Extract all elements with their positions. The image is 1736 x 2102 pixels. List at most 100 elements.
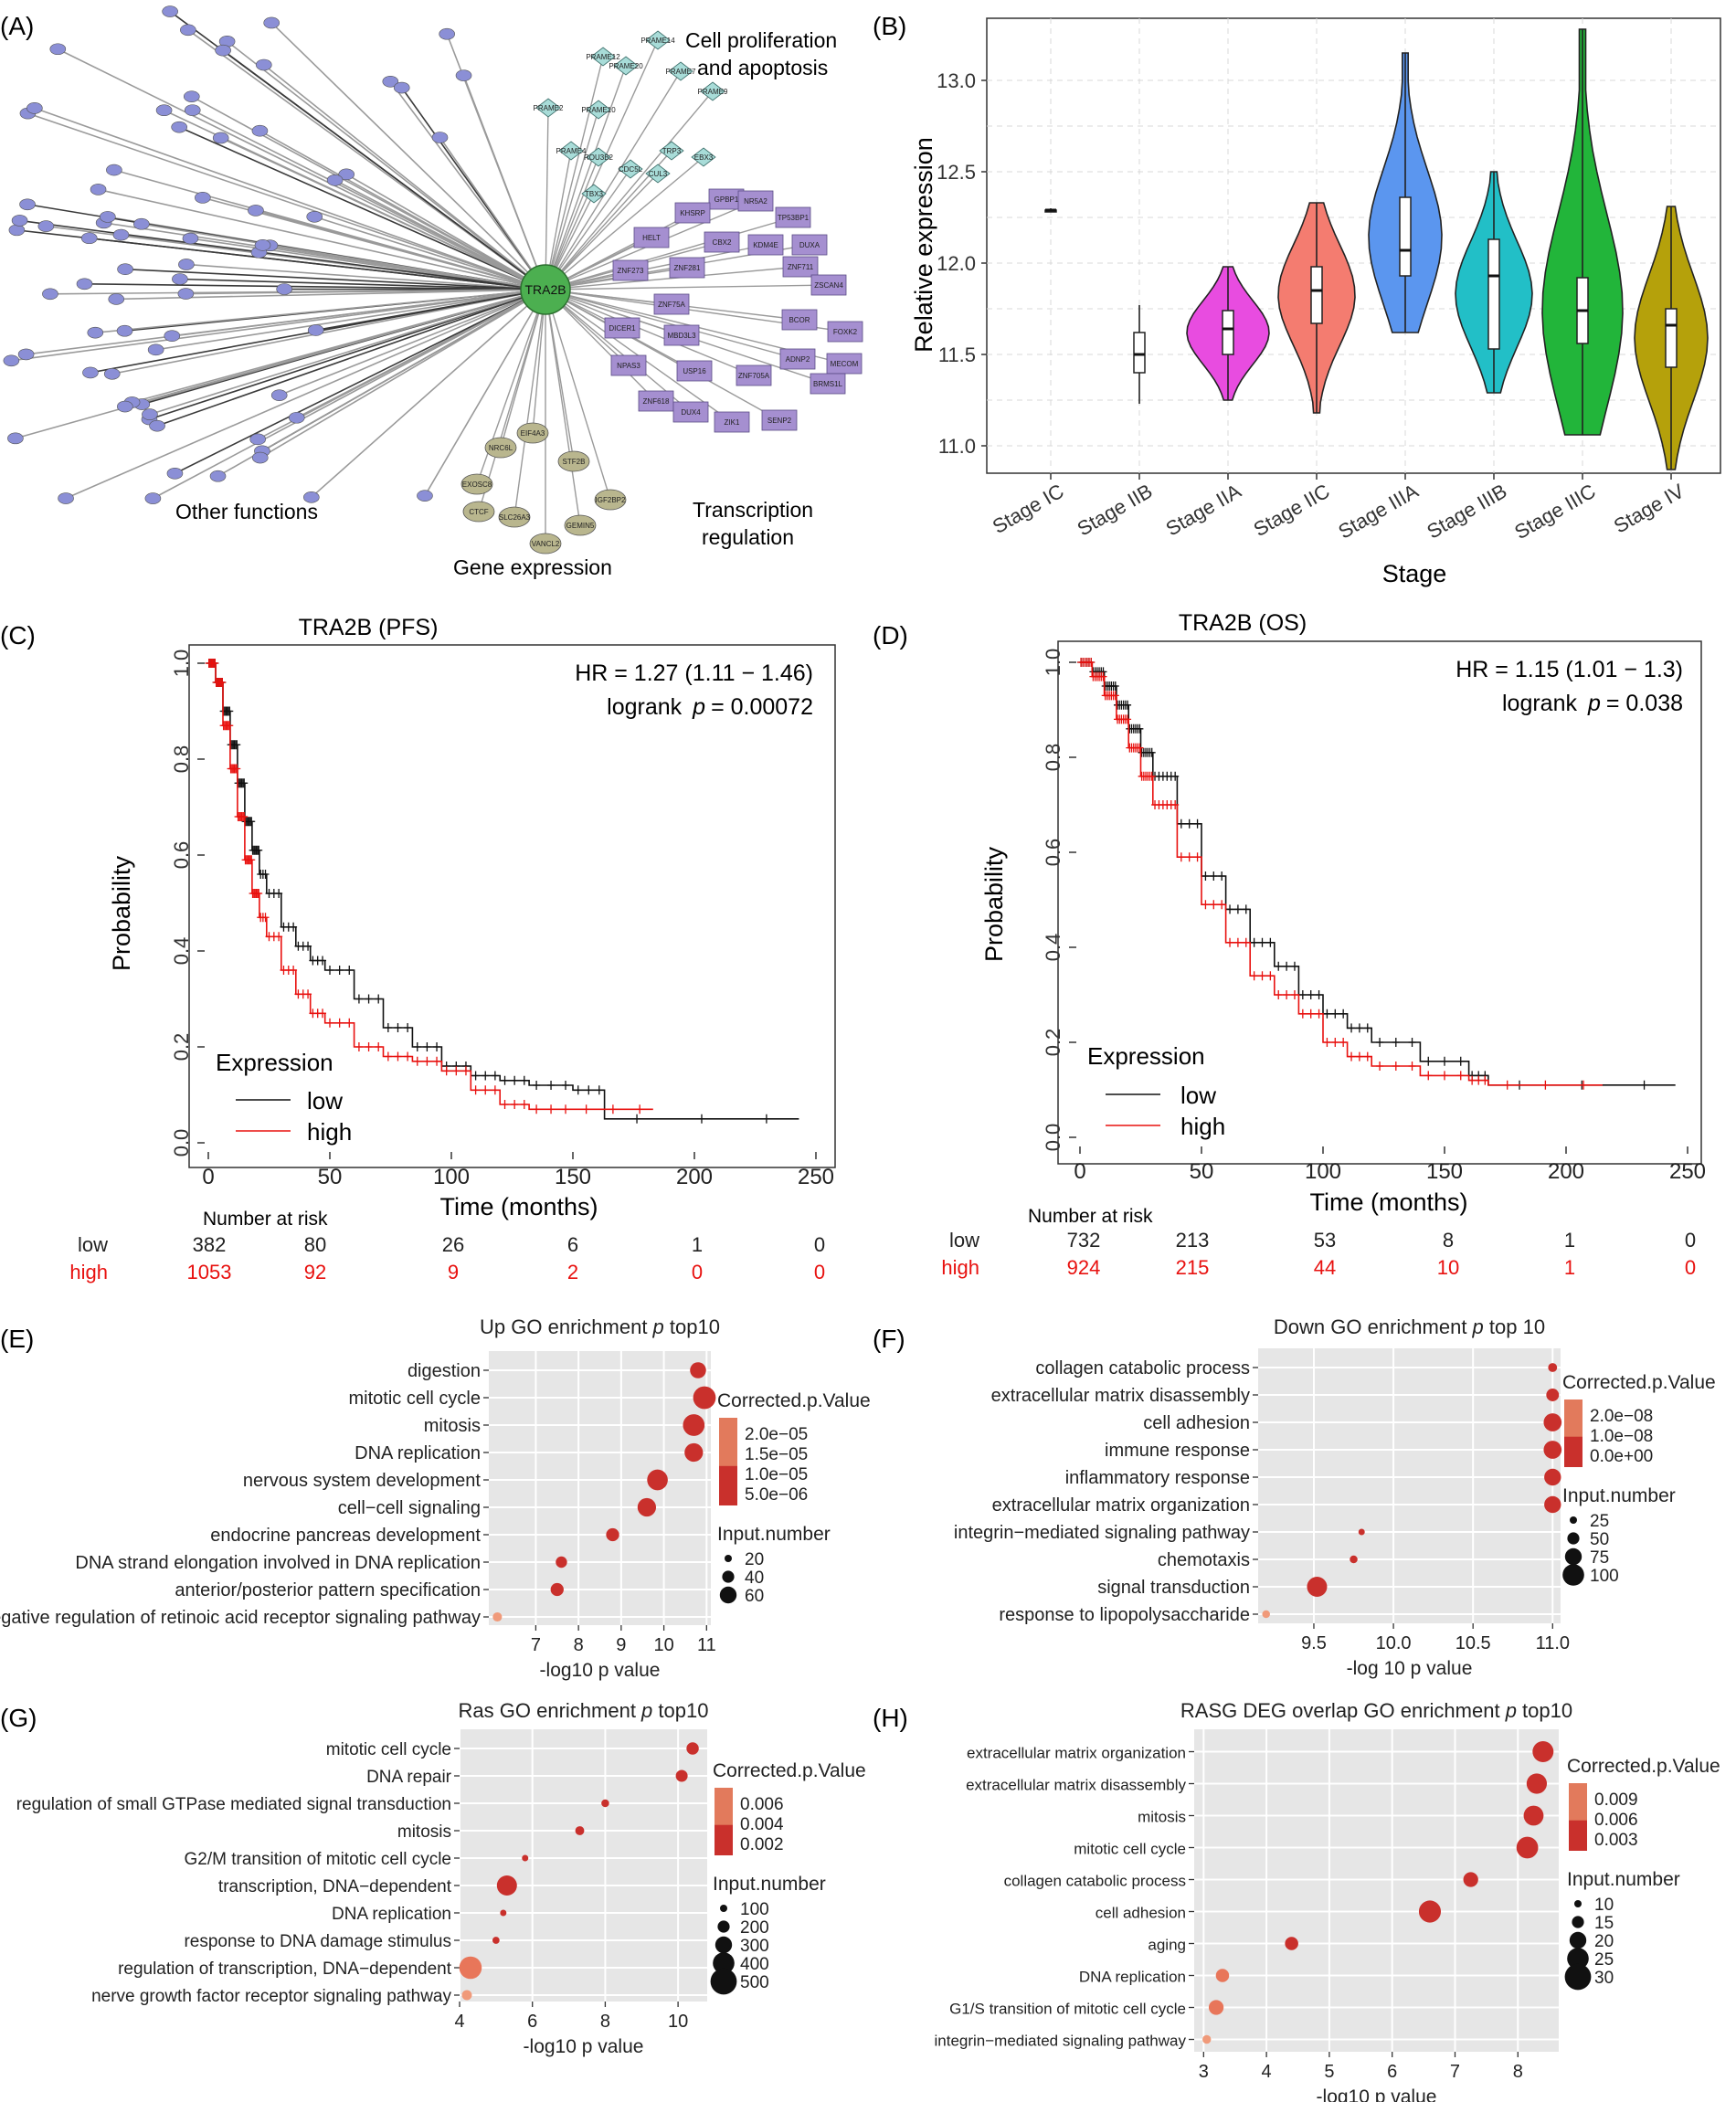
km-y-tick-label: 1.0 [170, 650, 193, 678]
group-label-transcription-1: Transcription [693, 498, 813, 522]
km-d-logrank-line: logrank p = 0.038 [1502, 691, 1683, 716]
km-risk-value: 26 [442, 1233, 464, 1256]
km-censor-mark [1348, 1023, 1356, 1033]
other-function-node [338, 168, 355, 181]
km-censor-mark [404, 1023, 412, 1032]
network-edge [545, 266, 801, 290]
km-censor-mark [1298, 990, 1307, 999]
network-edge [27, 112, 546, 290]
km-risk-row-label: high [941, 1256, 979, 1279]
transcription-node [612, 259, 649, 281]
go-color-legend-bar-dark [1564, 1436, 1583, 1467]
network-edge [545, 289, 755, 376]
km-c-risk-title: Number at risk [203, 1209, 328, 1230]
other-function-node [172, 273, 188, 285]
transcription-node [676, 360, 713, 382]
km-censor-mark [1242, 904, 1250, 914]
violin-marks [1044, 28, 1709, 470]
gene-expression-node [460, 473, 493, 495]
go-size-legend-dot [1562, 1564, 1584, 1586]
transcription-node [638, 390, 674, 412]
go-color-legend-title: Corrected.p.Value [713, 1760, 866, 1781]
other-function-node [112, 228, 130, 241]
go-plot-area [1194, 1729, 1559, 2052]
km-d-logrank-label: logrank [1502, 691, 1577, 716]
go-term-label: DNA strand elongation involved in DNA re… [75, 1553, 481, 1573]
other-function-node [17, 348, 35, 361]
network-edge [545, 107, 549, 290]
transcription-node-label: ZSCAN4 [814, 281, 843, 290]
prolif-node [558, 141, 584, 161]
prolif-node [581, 184, 607, 204]
km-censor-mark [248, 855, 256, 865]
other-function-node [26, 102, 43, 114]
go-title-text: Up GO enrichment [480, 1315, 653, 1338]
transcription-node-label: BCOR [789, 316, 810, 324]
km-risk-value: 9 [448, 1261, 459, 1283]
network-edge [545, 289, 611, 501]
network-edge [190, 238, 546, 290]
network-edge [478, 289, 546, 512]
km-censor-mark [452, 1066, 460, 1076]
km-risk-value: 6 [567, 1233, 578, 1256]
km-censor-mark [1456, 1071, 1465, 1081]
other-function-node [251, 124, 269, 137]
go-term-label: integrin−mediated signaling pathway [954, 1523, 1250, 1543]
km-y-tick-label: 0.6 [170, 841, 193, 870]
km-censor-mark [1275, 990, 1283, 999]
prolif-node-label: TBX3 [585, 190, 604, 198]
km-censor-mark [1392, 1062, 1400, 1071]
go-plot-area [1258, 1348, 1561, 1623]
go-x-tick-label: 7 [531, 1635, 541, 1655]
go-term-label: inflammatory response [1065, 1468, 1250, 1488]
transcription-node [791, 234, 828, 256]
km-censor-mark [1210, 871, 1218, 881]
group-label-transcription-2: regulation [702, 525, 794, 549]
violin-y-tick-label: 12.5 [937, 161, 976, 184]
panel-h-go-rasg-deg: (H) 3 4 5 6 7 8 extracellular matrix organizat… [873, 1699, 1720, 2102]
go-dot [693, 1386, 716, 1410]
violin-box [1310, 266, 1323, 324]
gene-expression-node [564, 514, 597, 536]
km-x-tick-label: 250 [1669, 1159, 1706, 1184]
km-censor-mark [595, 1085, 603, 1095]
go-dot [1418, 1900, 1442, 1923]
km-risk-value: 8 [1443, 1229, 1454, 1252]
transcription-node [781, 309, 818, 331]
panel-label-a: (A) [0, 12, 34, 40]
go-x-tick-label: 7 [1450, 2062, 1460, 2082]
network-edge [111, 289, 546, 375]
go-x-tick-label: 10.0 [1376, 1633, 1412, 1653]
violin-y-axis-label: Relative expression [910, 137, 937, 353]
other-function-node [417, 490, 433, 502]
km-d-legend-low-label: low [1180, 1082, 1216, 1109]
km-censor-mark [433, 1042, 441, 1051]
prolif-node-label: CUL3 [649, 170, 668, 178]
go-term-label: transcription, DNA−dependent [218, 1877, 452, 1896]
other-function-node [166, 467, 184, 480]
km-censor-mark [1111, 691, 1119, 701]
km-censor-mark [423, 1056, 431, 1066]
other-function-node [58, 492, 74, 504]
km-censor-mark [218, 678, 227, 687]
km-censor-mark [1331, 1009, 1339, 1019]
km-censor-mark [574, 1085, 582, 1095]
violin-x-tick-label: Stage IIIC [1510, 480, 1599, 544]
prolif-node-label: EBX3 [694, 153, 714, 162]
other-function-node [215, 44, 231, 57]
go-size-legend-dot [710, 1968, 737, 1995]
other-function-node [49, 43, 67, 56]
other-function-node [288, 411, 305, 424]
km-censor-mark [633, 1114, 641, 1124]
go-term-label: response to lipopolysaccharide [999, 1605, 1250, 1625]
other-function-node [117, 263, 133, 275]
panel-label-d: (D) [873, 621, 908, 650]
km-risk-row-label: high [69, 1261, 108, 1283]
km-censor-mark [335, 966, 344, 975]
go-term-label: cell adhesion [1096, 1905, 1186, 1922]
transcription-node [653, 293, 690, 315]
other-function-node [393, 81, 410, 94]
other-function-node [326, 174, 344, 186]
violin-box [1222, 310, 1234, 355]
